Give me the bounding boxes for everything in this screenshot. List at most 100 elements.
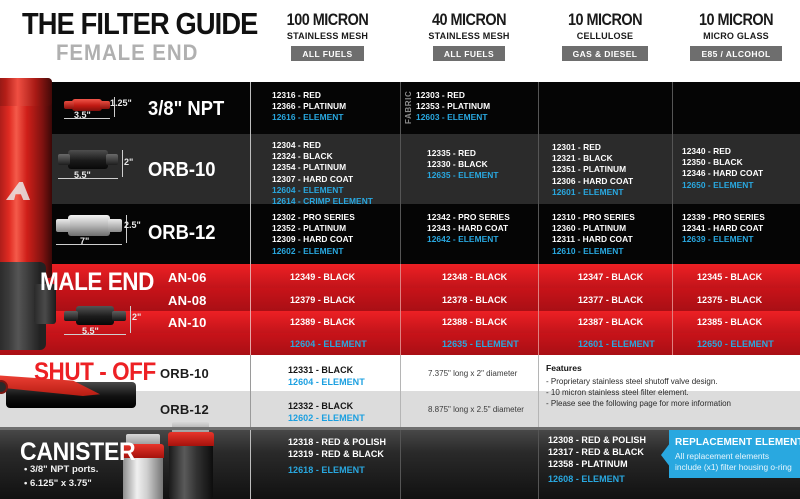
column-micron-label: 10 MICRON (698, 10, 774, 29)
page-header: THE FILTER GUIDE FEMALE END 100 MICRON S… (0, 0, 800, 82)
part-number-element: 12602 - ELEMENT (272, 245, 344, 256)
part-number: 12321 - BLACK (552, 153, 613, 164)
column-divider (400, 264, 401, 355)
red-filter-body-image (0, 78, 52, 278)
filter-end-left (64, 311, 78, 321)
filter-body (72, 99, 102, 111)
canister-cap (122, 444, 164, 458)
part-number: 12335 - RED (427, 148, 476, 158)
part-number: 12332 - BLACK (288, 401, 354, 411)
part-number: 12308 - RED & POLISH (548, 435, 647, 445)
row-label-an06: AN-06 (168, 270, 207, 285)
column-material-label: STAINLESS MESH (286, 31, 369, 42)
canister-black-image (168, 422, 214, 499)
column-fuel-badge: ALL FUELS (291, 46, 364, 61)
row-label-orb10: ORB-10 (148, 159, 216, 181)
male-length-dim: 5.5" (82, 326, 99, 336)
part-number: 12331 - BLACK (288, 365, 354, 375)
part-number: 12339 - PRO SERIES (682, 212, 765, 222)
part-number: 12366 - PLATINUM (272, 101, 347, 112)
part-number: 12324 - BLACK (272, 151, 333, 162)
part-number: 12346 - HARD COAT (682, 168, 764, 179)
part-number: 12307 - HARD COAT (272, 173, 354, 184)
dim-line-length (64, 118, 110, 119)
part-number-element: 12601 - ELEMENT (578, 339, 655, 349)
shutoff-spec-orb10: 7.375" long x 2" diameter (428, 369, 518, 378)
column-material-label: STAINLESS MESH (428, 31, 510, 42)
cell-canister-100micron: 12318 - RED & POLISH 12319 - RED & BLACK… (288, 436, 386, 476)
part-number: 12350 - BLACK (682, 157, 743, 168)
part-number-element: 12618 - ELEMENT (288, 465, 365, 475)
column-header-40-micron: 40 MICRON STAINLESS MESH ALL FUELS (400, 10, 538, 62)
part-number: 12377 - BLACK (578, 295, 644, 305)
shutoff-valve-image (0, 368, 148, 420)
part-number-element: 12614 - CRIMP ELEMENT (272, 196, 373, 207)
red-filter-cap-image (0, 78, 52, 106)
orb10-length-dim: 5.5" (74, 170, 91, 180)
orb12-length-dim: 7" (80, 236, 90, 246)
cell-orb12-100micron: 12302 - PRO SERIES 12352 - PLATINUM 1230… (272, 212, 355, 257)
filter-body (68, 150, 108, 169)
part-number: 12311 - HARD COAT (552, 234, 633, 245)
part-number-element: 12601 - ELEMENT (552, 186, 624, 197)
canister-bullet: • 3/8" NPT ports. (24, 464, 99, 475)
features-title: Features (546, 363, 582, 373)
part-number-element: 12650 - ELEMENT (682, 179, 754, 190)
cell-npt-40micron: 12303 - RED 12353 - PLATINUM 12603 - ELE… (416, 90, 490, 124)
column-fuel-badge: GAS & DIESEL (561, 46, 649, 61)
part-number: 12303 - RED (416, 90, 465, 100)
part-number: 12317 - RED & BLACK (548, 447, 644, 457)
dim-line-length (58, 178, 118, 179)
column-divider (538, 264, 539, 355)
column-fuel-badge: E85 / ALCOHOL (690, 46, 782, 61)
column-header-10-micron-microglass: 10 MICRON MICRO GLASS E85 / ALCOHOL (672, 10, 800, 62)
column-micron-label: 40 MICRON (431, 10, 507, 29)
part-number: 12318 - RED & POLISH (288, 437, 387, 447)
part-number: 12342 - PRO SERIES (427, 212, 510, 222)
part-number: 12319 - RED & BLACK (288, 449, 384, 459)
part-number: 12348 - BLACK (442, 272, 508, 282)
filter-end-right (112, 311, 126, 321)
filter-body (68, 215, 110, 236)
part-number: 12379 - BLACK (290, 295, 356, 305)
column-micron-label: 100 MICRON (286, 10, 369, 29)
part-number: 12352 - PLATINUM (272, 223, 347, 234)
part-number: 12310 - PRO SERIES (552, 212, 635, 222)
part-number: 12387 - BLACK (578, 317, 644, 327)
row-label-orb12: ORB-12 (148, 222, 216, 244)
replacement-elements-title: REPLACEMENT ELEMENTS (675, 437, 800, 448)
part-number: 12354 - PLATINUM (272, 162, 347, 173)
part-number: 12347 - BLACK (578, 272, 644, 282)
part-number: 12343 - HARD COAT (427, 223, 509, 234)
dim-line-diameter (122, 150, 123, 177)
column-divider (250, 264, 251, 355)
part-number-element: 12604 - ELEMENT (288, 377, 365, 387)
column-divider (250, 355, 251, 427)
replacement-note-line1: All replacement elements (675, 451, 770, 461)
part-number: 12378 - BLACK (442, 295, 508, 305)
part-number-element: 12639 - ELEMENT (682, 234, 754, 245)
part-number: 12349 - BLACK (290, 272, 356, 282)
part-number-element: 12616 - ELEMENT (272, 112, 344, 123)
replacement-elements-callout: REPLACEMENT ELEMENTS All replacement ele… (661, 430, 800, 478)
dim-line-diameter (130, 306, 131, 333)
part-number-element: 12608 - ELEMENT (548, 474, 625, 484)
filter-end-right (100, 101, 110, 109)
row-label-shutoff-orb12: ORB-12 (160, 402, 209, 417)
filter-end-right (108, 219, 122, 232)
part-number: 12358 - PLATINUM (548, 459, 628, 469)
cell-orb12-10micron-microglass: 12339 - PRO SERIES 12341 - HARD COAT 126… (682, 212, 765, 246)
part-number: 12341 - HARD COAT (682, 223, 764, 234)
column-divider (250, 427, 251, 499)
filter-body (76, 306, 114, 325)
canister-polish-image (122, 434, 164, 499)
part-number-element: 12650 - ELEMENT (697, 339, 774, 349)
part-number: 12316 - RED (272, 90, 321, 100)
filter-end-left (56, 219, 70, 232)
part-number: 12302 - PRO SERIES (272, 212, 355, 222)
column-divider (400, 427, 401, 499)
part-number: 12375 - BLACK (697, 295, 763, 305)
replacement-note-line2: include (x1) filter housing o-ring (675, 461, 792, 472)
part-number-element: 12602 - ELEMENT (288, 413, 365, 423)
replacement-elements-note: All replacement elements include (x1) fi… (675, 451, 792, 472)
